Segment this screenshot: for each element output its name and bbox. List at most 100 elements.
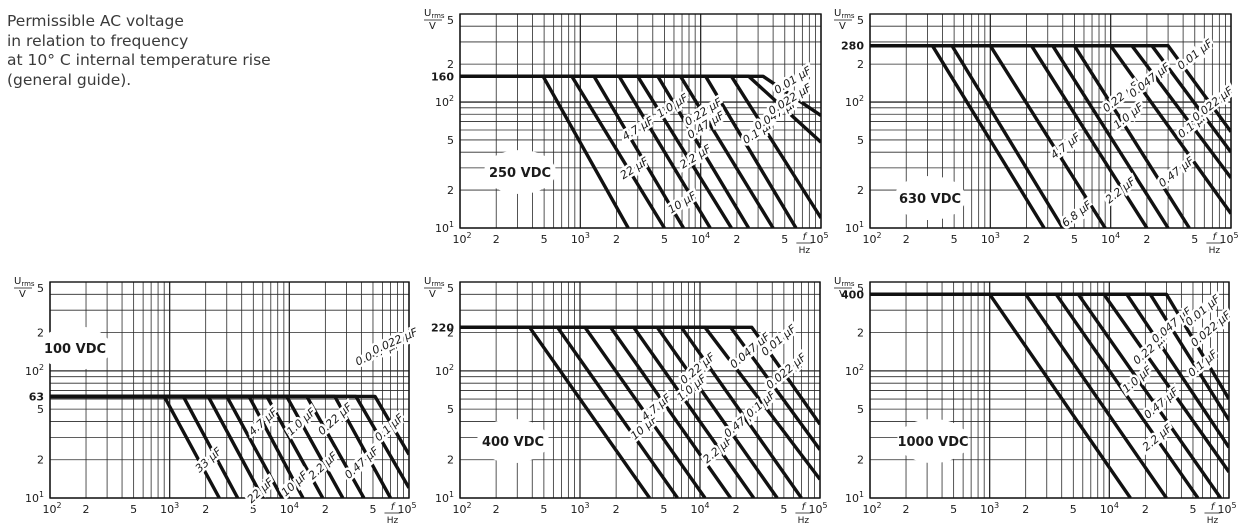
y-tick-label: 5 (447, 134, 454, 147)
series-label: 0.47 µF (340, 441, 385, 484)
x-tick-label: 104 (691, 231, 710, 246)
caption-line: (general guide). (7, 70, 132, 89)
x-tick-label: 5 (781, 233, 788, 246)
series-label: 2.2 µF (303, 447, 343, 485)
y-axis-label: Urms (834, 8, 855, 20)
caption-line: at 10° C internal temperature rise (7, 51, 271, 69)
x-tick-label: 105 (808, 501, 827, 516)
series-line (50, 394, 325, 498)
series-label: 0.47 µF (1154, 151, 1200, 192)
series-line (870, 292, 1168, 498)
x-tick-label: 104 (1101, 231, 1120, 246)
x-tick-label: 5 (369, 503, 376, 516)
plot-frame (459, 13, 822, 229)
voltage-badge: 630 VDC (894, 176, 966, 220)
series-line (50, 394, 284, 498)
y-tick-label: 102 (435, 363, 454, 378)
voltage-badge-bg (477, 419, 549, 463)
x-tick-label: 2 (493, 233, 500, 246)
voltage-badge-bg (897, 419, 969, 463)
y-tick-label: 2 (857, 184, 864, 197)
voltage-badge-text: 630 VDC (899, 192, 961, 207)
series-label: 10 µF (663, 186, 702, 219)
x-tick-label: 2 (1142, 503, 1149, 516)
x-tick-label: 2 (83, 503, 90, 516)
voltage-badge-text: 100 VDC (44, 342, 106, 357)
series-line (460, 325, 707, 498)
x-tick-label: 2 (733, 503, 740, 516)
series-line (460, 74, 821, 118)
voltage-badge-text: 250 VDC (489, 166, 551, 181)
x-tick-label: 105 (1219, 231, 1238, 246)
plot-frame (49, 281, 410, 499)
x-tick-label: 102 (862, 501, 881, 516)
x-tick-label: 103 (980, 501, 999, 516)
voltage-badge: 250 VDC (484, 150, 556, 194)
y-axis-label: Urms (424, 8, 445, 20)
x-axis-unit: Hz (1207, 516, 1219, 526)
y-tick-label: 102 (25, 363, 44, 378)
series-group (50, 394, 409, 498)
x-axis-label: f (802, 502, 807, 513)
y-tick-label: 101 (25, 490, 44, 505)
x-axis-label: f (1213, 232, 1218, 243)
series-group (870, 292, 1229, 498)
y-tick-label: 5 (447, 282, 454, 295)
x-tick-label: 5 (951, 233, 958, 246)
x-axis-label: f (1211, 502, 1216, 513)
x-tick-label: 5 (540, 503, 547, 516)
series-group (460, 325, 820, 498)
y-axis-unit: V (429, 289, 436, 300)
y-tick-label: 102 (435, 94, 454, 109)
y-tick-label: 5 (37, 403, 44, 416)
x-tick-label: 103 (570, 501, 589, 516)
series-label-text: 0.47 µF (1156, 154, 1197, 190)
series-label-text: 2.2 µF (677, 142, 714, 172)
x-axis-unit: Hz (798, 516, 810, 526)
x-tick-label: 5 (780, 503, 787, 516)
series-label-text: 10 µF (666, 189, 700, 217)
chart-630-vdc: 102 2 5 103 2 5 104 2 5 1051012510225UrmsVfHz2806… (834, 8, 1239, 256)
x-tick-label: 5 (1071, 233, 1078, 246)
series-line (460, 74, 821, 219)
x-tick-label: 103 (160, 501, 179, 516)
x-axis-unit: Hz (799, 246, 811, 256)
y-tick-label: 2 (37, 327, 44, 340)
series-label: 6.8 µF (1057, 195, 1098, 232)
grid (459, 281, 821, 499)
x-tick-label: 5 (541, 233, 548, 246)
y-tick-label: 2 (37, 454, 44, 467)
series-label-text: 2.2 µF (306, 449, 341, 482)
x-tick-label: 104 (280, 501, 299, 516)
series-line (460, 325, 820, 426)
voltage-badge-bg (484, 150, 556, 194)
x-tick-label: 102 (452, 501, 471, 516)
x-tick-label: 2 (1022, 503, 1029, 516)
x-tick-label: 5 (660, 503, 667, 516)
y-tick-label: 101 (845, 490, 864, 505)
series-group (870, 44, 1231, 228)
series-line (50, 394, 366, 498)
x-tick-label: 2 (1023, 233, 1030, 246)
rated-voltage-label: 280 (841, 40, 864, 53)
y-tick-label: 5 (857, 403, 864, 416)
caption: Permissible AC voltage in relation to fr… (7, 12, 337, 90)
plot-frame (869, 13, 1232, 229)
x-axis-label: f (391, 502, 396, 513)
x-tick-label: 2 (613, 233, 620, 246)
y-axis-unit: V (839, 289, 846, 300)
y-axis-label: Urms (834, 276, 855, 288)
x-tick-label: 5 (250, 503, 257, 516)
y-tick-label: 5 (447, 14, 454, 27)
x-axis-unit: Hz (387, 516, 399, 526)
rated-voltage-label: 160 (431, 70, 454, 83)
series-line (870, 44, 1231, 133)
y-tick-label: 102 (845, 94, 864, 109)
y-tick-label: 101 (435, 490, 454, 505)
y-tick-label: 2 (857, 58, 864, 71)
voltage-badge: 400 VDC (477, 419, 549, 463)
voltage-badge: 1000 VDC (897, 419, 969, 463)
series-label-text: 6.8 µF (1059, 198, 1095, 230)
rated-voltage-label: 220 (431, 321, 454, 334)
y-axis-unit: V (839, 21, 846, 32)
